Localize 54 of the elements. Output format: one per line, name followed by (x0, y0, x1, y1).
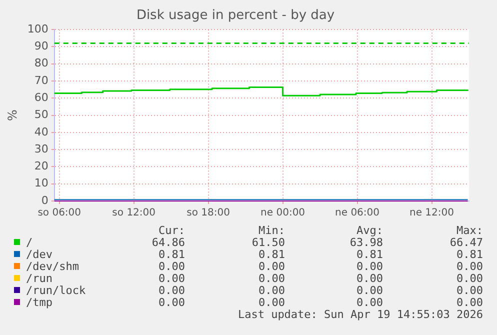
text: 0.00 (258, 284, 285, 297)
text: 0.00 (356, 296, 383, 309)
text: 0.00 (456, 296, 483, 309)
text: 0.00 (158, 296, 185, 309)
x-tick-label: so 12:00 (112, 208, 156, 219)
y-tick-label: 100 (27, 22, 48, 36)
text: 0.81 (258, 248, 285, 261)
text: Max: (456, 224, 483, 237)
y-tick-label: 50 (34, 108, 48, 122)
text: 0.00 (258, 272, 285, 285)
y-tick-label: 70 (34, 74, 48, 87)
legend-label: /tmp (26, 296, 52, 309)
text: 66.47 (450, 236, 483, 249)
text: 0.00 (356, 284, 383, 297)
y-tick-label: 0 (41, 194, 48, 207)
text: 0.00 (258, 260, 285, 273)
y-tick-label: 20 (34, 160, 48, 173)
text: 0.81 (456, 248, 483, 261)
legend-label: / (26, 236, 33, 249)
y-tick-label: 80 (34, 56, 48, 70)
y-tick-label: 90 (34, 40, 48, 53)
y-tick-label: 10 (34, 176, 48, 190)
text: Min: (258, 224, 285, 237)
text: Last update: Sun Apr 19 14:55:03 2026 (238, 308, 483, 321)
y-tick-label: 60 (34, 91, 48, 104)
text: 61.50 (252, 236, 285, 249)
text: 0.00 (258, 296, 285, 309)
x-tick-label: so 18:00 (186, 208, 230, 219)
x-tick-label: ne 00:00 (260, 208, 306, 219)
chart-title: Disk usage in percent - by day (136, 8, 335, 24)
text: 63.98 (350, 236, 383, 249)
y-axis-title: % (5, 110, 20, 122)
x-tick-label: ne 06:00 (335, 208, 380, 219)
text: Avg: (356, 224, 383, 237)
text: 0.00 (158, 272, 185, 285)
text: 0.00 (456, 284, 483, 297)
text: 64.86 (152, 236, 185, 249)
text: 0.81 (158, 248, 185, 261)
legend-label: /dev/shm (26, 260, 79, 273)
x-tick-label: so 06:00 (38, 208, 82, 219)
legend-label: /dev (26, 248, 52, 261)
y-tick-label: 40 (34, 125, 48, 138)
text: 0.00 (356, 272, 383, 285)
text: 0.00 (456, 260, 483, 273)
y-tick-label: 30 (34, 142, 48, 156)
text: 0.81 (356, 248, 383, 261)
text: 0.00 (456, 272, 483, 285)
text: 0.00 (158, 284, 185, 297)
x-tick-label: ne 12:00 (410, 208, 454, 219)
text: Cur: (158, 224, 185, 237)
legend-label: /run/lock (26, 284, 86, 297)
text: 0.00 (356, 260, 383, 273)
text: 0.00 (158, 260, 185, 273)
legend-label: /run (26, 272, 52, 285)
